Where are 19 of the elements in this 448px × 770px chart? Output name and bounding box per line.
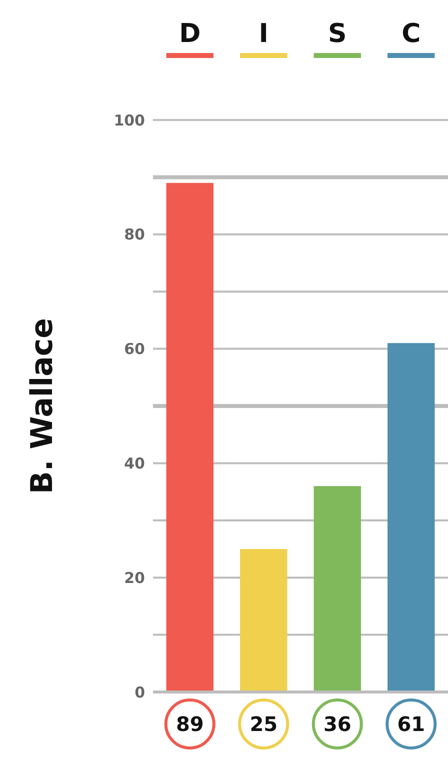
bar bbox=[314, 486, 361, 692]
y-tick-label: 40 bbox=[124, 454, 145, 472]
bar bbox=[240, 549, 288, 692]
x-tick-label: S bbox=[328, 19, 347, 49]
bar bbox=[388, 343, 435, 692]
y-axis-title: B. Wallace bbox=[25, 318, 60, 494]
x-tick-label: I bbox=[258, 19, 268, 49]
y-tick-label: 0 bbox=[134, 683, 145, 702]
y-tick-label: 80 bbox=[124, 226, 145, 244]
data-label: 36 bbox=[323, 712, 352, 736]
x-tick-label: C bbox=[402, 19, 421, 49]
y-tick-label: 100 bbox=[114, 111, 145, 130]
y-tick-label: 60 bbox=[124, 340, 145, 358]
x-tick-label: D bbox=[179, 19, 201, 49]
data-label: 25 bbox=[250, 712, 278, 736]
bar bbox=[166, 182, 214, 692]
y-tick-label: 20 bbox=[124, 568, 145, 587]
data-label: 61 bbox=[397, 712, 426, 736]
data-label: 89 bbox=[176, 712, 204, 736]
